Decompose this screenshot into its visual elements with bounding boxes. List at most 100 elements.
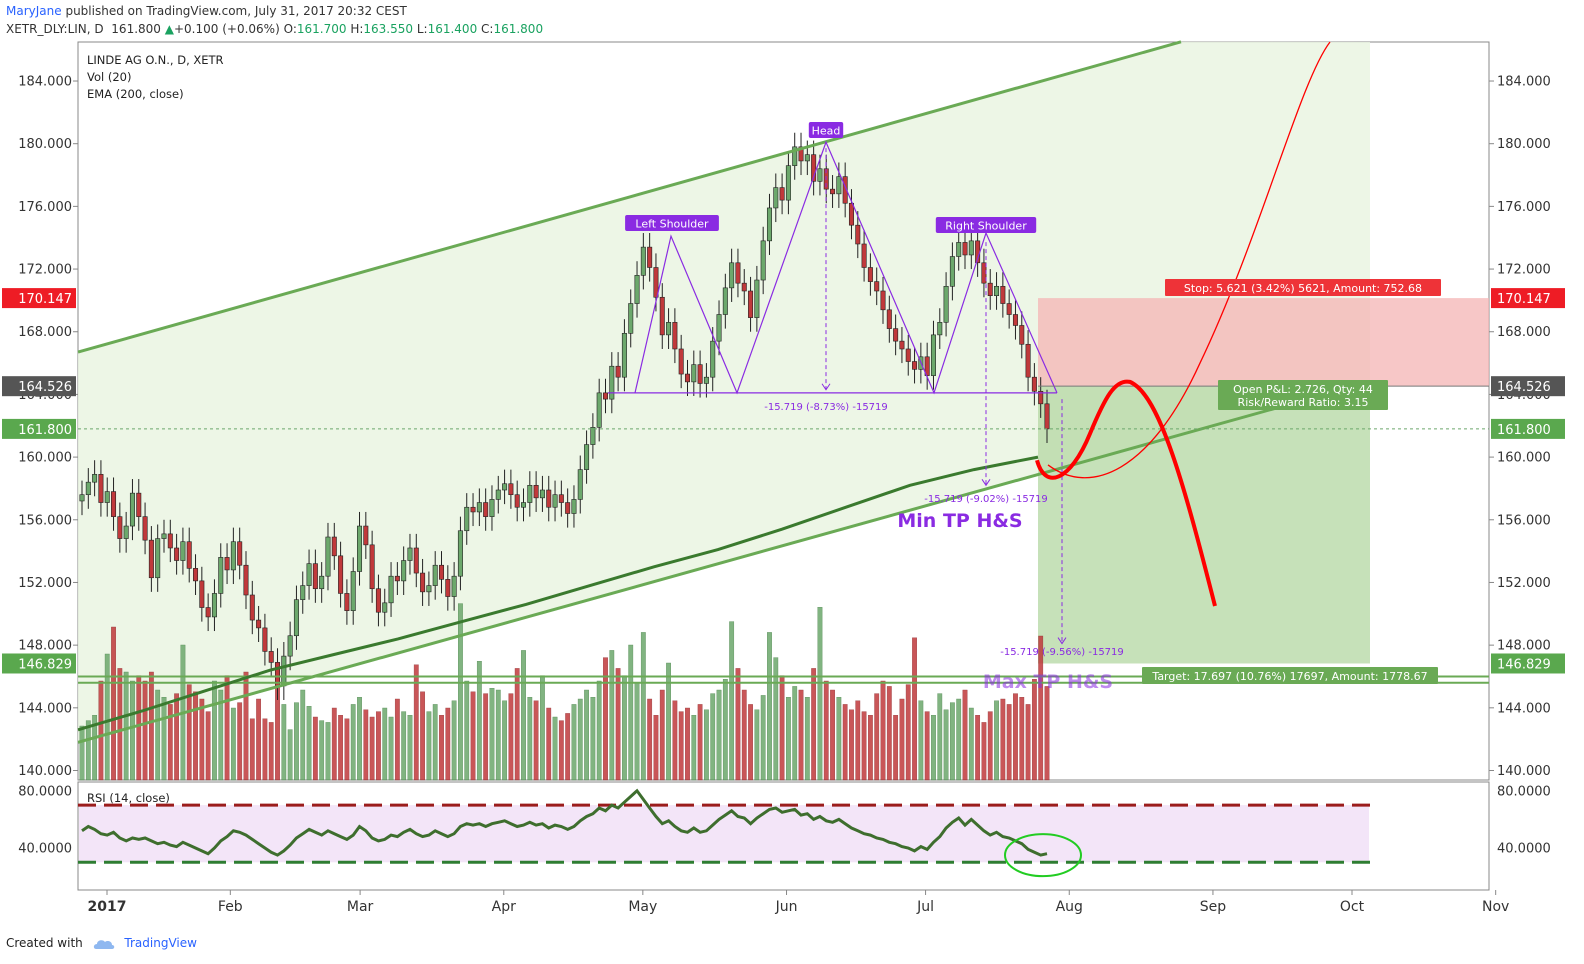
publish-info: MaryJane published on TradingView.com, J… [6, 4, 407, 18]
volume-bar [786, 697, 791, 781]
candle-body [104, 491, 110, 503]
y-tick-label-left: 176.000 [18, 200, 72, 215]
volume-bar [533, 700, 539, 781]
candle-body [886, 309, 892, 329]
candle-body [754, 279, 760, 318]
candle-body [287, 635, 293, 657]
pnl-box-line: Risk/Reward Ratio: 3.15 [1238, 396, 1369, 409]
candle-body [773, 187, 779, 209]
volume-bar [672, 700, 678, 781]
candle-body [218, 557, 224, 594]
volume-bar [117, 668, 123, 781]
candle-body [697, 364, 703, 384]
candle-body [483, 502, 489, 517]
candle-body [92, 474, 98, 483]
price-tag-left-label-entry: 164.526 [18, 380, 72, 395]
volume-bar [697, 704, 703, 781]
y-tick-label-right: 180.000 [1497, 137, 1551, 152]
volume-bar [855, 700, 861, 781]
y-tick-label-right: 168.000 [1497, 325, 1551, 340]
candle-body [893, 328, 899, 342]
volume-bar [218, 689, 224, 781]
volume-bar [722, 679, 728, 781]
candle-body [962, 242, 968, 256]
volume-bar [779, 675, 785, 781]
candle-body [375, 588, 381, 613]
head-label-bg [808, 122, 844, 138]
volume-bar [104, 653, 110, 781]
volume-bar [142, 680, 148, 781]
y-tick-label-left: 140.000 [18, 764, 72, 779]
y-tick-label-right: 172.000 [1497, 263, 1551, 278]
candle-body [640, 246, 646, 276]
candle-body [861, 243, 867, 268]
volume-bar [205, 711, 211, 781]
rsi-pane: RSI (14, close) 80.0000 80.0000 40.0000 40.0… [18, 784, 1551, 878]
rsi-oversold-circle [1004, 833, 1082, 878]
candle-body [186, 541, 192, 569]
candle-body [1031, 376, 1037, 392]
candle-body [262, 627, 268, 652]
volume-bar [130, 680, 135, 781]
max-measure-label: -15.719 (-9.56%) -15719 [1000, 647, 1124, 658]
volume-bar [754, 709, 760, 781]
candle-body [874, 281, 880, 292]
volume-bar [268, 722, 274, 781]
candle-body [237, 541, 243, 566]
price-tag-right-label-target: 146.829 [1497, 657, 1551, 672]
x-tick-label: Oct [1340, 899, 1365, 915]
candle-body [174, 547, 180, 561]
volume-bar [394, 698, 400, 781]
pattern-overlay: Head Left Shoulder Right Shoulder -15.719 (… [77, 40, 1489, 744]
candle-body [533, 485, 539, 499]
price-tag-left-last [2, 418, 76, 439]
volume-bar [994, 700, 999, 781]
volume-bar [634, 682, 640, 781]
head-label: Head [808, 122, 844, 138]
price-tag-right-target [1491, 653, 1565, 674]
volume-bar [495, 689, 501, 781]
right-shoulder-label-text: Right Shoulder [945, 220, 1027, 233]
head-label-text: Head [812, 125, 841, 138]
candle-body [167, 533, 173, 549]
tradingview-link[interactable]: TradingView [124, 936, 197, 950]
x-tick-label: Sep [1200, 899, 1227, 915]
candle-body [230, 541, 236, 571]
candle-body [148, 539, 154, 579]
volume-bar [306, 706, 312, 781]
volume-bar [558, 720, 564, 781]
volume-bar [653, 715, 659, 781]
chart-legend: LINDE AG O.N., D, XETR Vol (20) EMA (200… [87, 52, 224, 103]
y-tick-label-left: 180.000 [18, 137, 72, 152]
candle-body [729, 262, 735, 289]
left-shoulder-label: Left Shoulder [625, 215, 719, 231]
candle-body [666, 322, 672, 336]
candle-body [804, 154, 810, 162]
volume-bar [565, 713, 571, 781]
volume-bar [287, 729, 293, 781]
publisher-link[interactable]: MaryJane [6, 4, 62, 18]
volume-bar [804, 697, 810, 781]
volume-bar [212, 680, 217, 781]
candle-body [470, 506, 476, 513]
rsi-title: RSI (14, close) [87, 791, 170, 805]
high-value: 163.550 [363, 22, 414, 36]
volume-bar [344, 718, 350, 781]
volume-bar [243, 671, 249, 781]
x-tick-label: Mar [347, 899, 374, 915]
candle-body [331, 536, 337, 557]
candle-body [129, 492, 135, 527]
volume-bar [584, 689, 589, 781]
volume-bar [931, 715, 936, 781]
volume-bar [823, 680, 829, 781]
candle-body [123, 525, 129, 539]
y-tick-label-right: 148.000 [1497, 639, 1551, 654]
volume-bar [111, 626, 116, 781]
created-with-text: Created with [6, 936, 83, 950]
stop-box-line: Stop: 5.621 (3.42%) 5621, Amount: 752.68 [1184, 282, 1422, 295]
cloud-icon [93, 940, 114, 949]
candle-body [748, 290, 754, 318]
candle-body [357, 525, 363, 572]
candle-body [489, 499, 495, 517]
